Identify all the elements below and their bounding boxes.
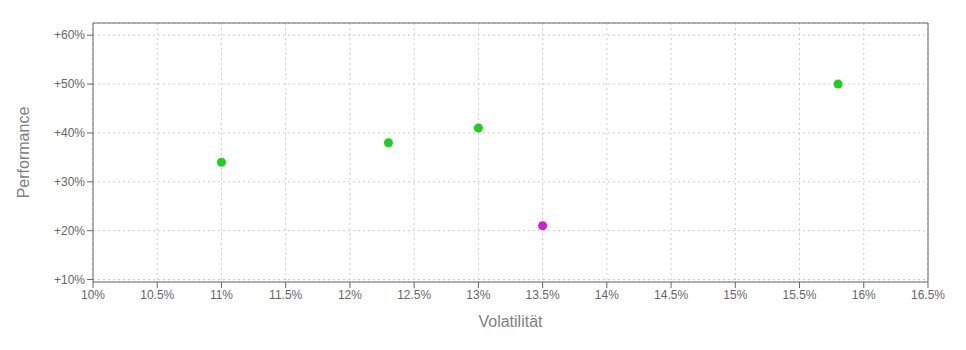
svg-text:16%: 16% bbox=[852, 288, 876, 302]
svg-text:12.5%: 12.5% bbox=[397, 288, 431, 302]
svg-text:+60%: +60% bbox=[54, 28, 85, 42]
svg-text:Volatilität: Volatilität bbox=[478, 313, 543, 330]
svg-text:11%: 11% bbox=[210, 288, 233, 302]
svg-text:11.5%: 11.5% bbox=[269, 288, 302, 302]
svg-text:13%: 13% bbox=[466, 288, 490, 302]
svg-text:14.5%: 14.5% bbox=[654, 288, 688, 302]
svg-text:12%: 12% bbox=[338, 288, 362, 302]
svg-text:Performance: Performance bbox=[15, 107, 32, 199]
svg-text:16.5%: 16.5% bbox=[911, 288, 945, 302]
svg-text:+40%: +40% bbox=[54, 126, 85, 140]
svg-text:15.5%: 15.5% bbox=[783, 288, 817, 302]
svg-text:10%: 10% bbox=[81, 288, 105, 302]
svg-text:+10%: +10% bbox=[54, 273, 85, 287]
svg-text:10.5%: 10.5% bbox=[140, 288, 174, 302]
svg-text:+50%: +50% bbox=[54, 77, 85, 91]
svg-text:+20%: +20% bbox=[54, 224, 85, 238]
svg-text:13.5%: 13.5% bbox=[526, 288, 560, 302]
svg-text:14%: 14% bbox=[595, 288, 619, 302]
svg-text:+30%: +30% bbox=[54, 175, 85, 189]
svg-text:15%: 15% bbox=[723, 288, 747, 302]
